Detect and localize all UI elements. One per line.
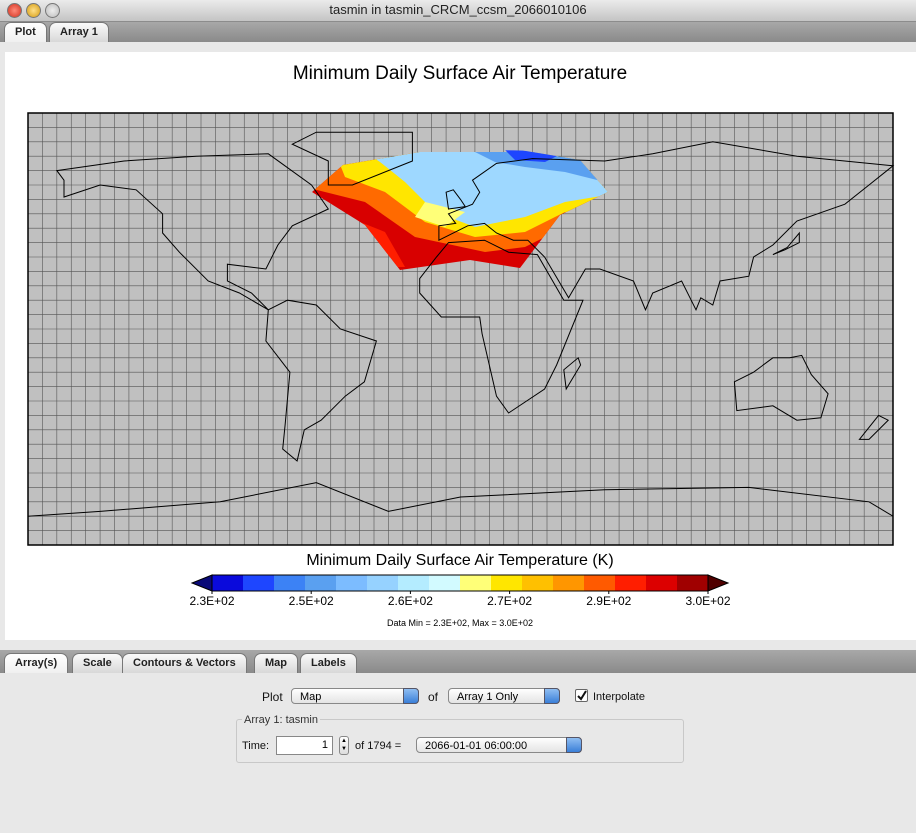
interpolate-label: Interpolate	[593, 691, 645, 703]
field-paleyellow	[415, 202, 465, 227]
colorbar-swatch	[646, 575, 678, 591]
check-mark	[577, 690, 587, 701]
minimize-button[interactable]	[26, 3, 41, 18]
select-arrow	[403, 688, 419, 704]
coastline	[733, 354, 829, 421]
plot-type-select[interactable]: Map	[291, 688, 419, 704]
time-index-input[interactable]: 1	[276, 736, 333, 755]
colorbar-swatch	[398, 575, 430, 591]
time-value: 2066-01-01 06:00:00	[425, 740, 528, 752]
colorbar-label: 2.5E+02	[289, 594, 334, 608]
colorbar-swatch	[553, 575, 585, 591]
colorbar-over	[707, 574, 730, 592]
colorbar-swatch	[367, 575, 399, 591]
colorbar-label: 2.7E+02	[487, 594, 532, 608]
bottom-tab-strip: Array(s) Scale Contours & Vectors Map La…	[0, 650, 916, 673]
colorbar-swatch	[460, 575, 492, 591]
plot-canvas: Minimum Daily Surface Air Temperature Mi…	[27, 63, 895, 628]
colorbar-swatch	[336, 575, 368, 591]
colorbar-swatch	[305, 575, 337, 591]
tab-labels[interactable]: Labels	[300, 653, 357, 673]
select-arrow	[544, 688, 560, 704]
coastlines	[55, 131, 895, 462]
tab-scale[interactable]: Scale	[72, 653, 123, 673]
plot-label: Plot	[262, 690, 283, 704]
antarctica-coast	[27, 482, 894, 517]
time-count-label: of 1794 =	[355, 740, 402, 752]
coastline	[772, 231, 800, 256]
colorbar-title: Minimum Daily Surface Air Temperature (K…	[306, 552, 613, 569]
colorbar-swatch	[243, 575, 275, 591]
tab-array[interactable]: Array 1	[49, 22, 109, 42]
coastline	[563, 356, 582, 391]
top-tab-strip: Plot Array 1	[0, 22, 916, 42]
time-value-select[interactable]: 2066-01-01 06:00:00	[416, 737, 582, 753]
title-bar: tasmin in tasmin_CRCM_ccsm_2066010106	[0, 0, 916, 22]
window-title: tasmin in tasmin_CRCM_ccsm_2066010106	[329, 2, 587, 17]
array-group	[236, 719, 684, 763]
colorbar-swatch	[677, 575, 709, 591]
time-label: Time:	[242, 740, 270, 752]
select-arrow	[566, 737, 582, 753]
plot-panel: Minimum Daily Surface Air Temperature Mi…	[5, 52, 916, 640]
coastline	[291, 131, 413, 186]
colorbar-label: 3.0E+02	[685, 594, 730, 608]
array-value: Array 1 Only	[457, 691, 519, 703]
plot-type-value: Map	[300, 691, 322, 703]
colorbar-swatch	[615, 575, 647, 591]
coastline	[445, 189, 467, 210]
map-frame	[27, 112, 894, 546]
plot-title: Minimum Daily Surface Air Temperature	[293, 63, 627, 84]
zoom-button[interactable]	[45, 3, 60, 18]
data-range: Data Min = 2.3E+02, Max = 3.0E+02	[387, 618, 533, 628]
colorbar-swatch	[584, 575, 616, 591]
coastline	[419, 239, 584, 414]
colorbar-label: 2.6E+02	[388, 594, 433, 608]
close-button[interactable]	[7, 3, 22, 18]
colorbar-swatch	[491, 575, 523, 591]
data-field	[312, 150, 608, 270]
tab-plot[interactable]: Plot	[4, 22, 47, 42]
colorbar-frame	[211, 574, 709, 592]
check-path	[577, 690, 587, 701]
graticule	[28, 113, 893, 545]
tab-contours[interactable]: Contours & Vectors	[122, 653, 247, 673]
colorbar-swatch	[522, 575, 554, 591]
coastline	[858, 414, 890, 440]
colorbar-swatch	[212, 575, 244, 591]
coastline	[265, 299, 378, 462]
colorbar-swatch	[274, 575, 306, 591]
coastline	[438, 141, 895, 312]
colorbar-under	[190, 574, 213, 592]
colorbar-label: 2.3E+02	[189, 594, 234, 608]
interpolate-checkbox[interactable]	[575, 689, 588, 702]
array-select[interactable]: Array 1 Only	[448, 688, 560, 704]
time-stepper[interactable]: ▲ ▼	[339, 736, 349, 755]
group-title: Array 1: tasmin	[242, 714, 320, 726]
colorbar-label: 2.9E+02	[586, 594, 631, 608]
tab-map[interactable]: Map	[254, 653, 298, 673]
colorbar-swatch	[429, 575, 461, 591]
of-label: of	[428, 690, 439, 704]
coastline	[55, 153, 330, 311]
tab-arrays[interactable]: Array(s)	[4, 653, 69, 673]
